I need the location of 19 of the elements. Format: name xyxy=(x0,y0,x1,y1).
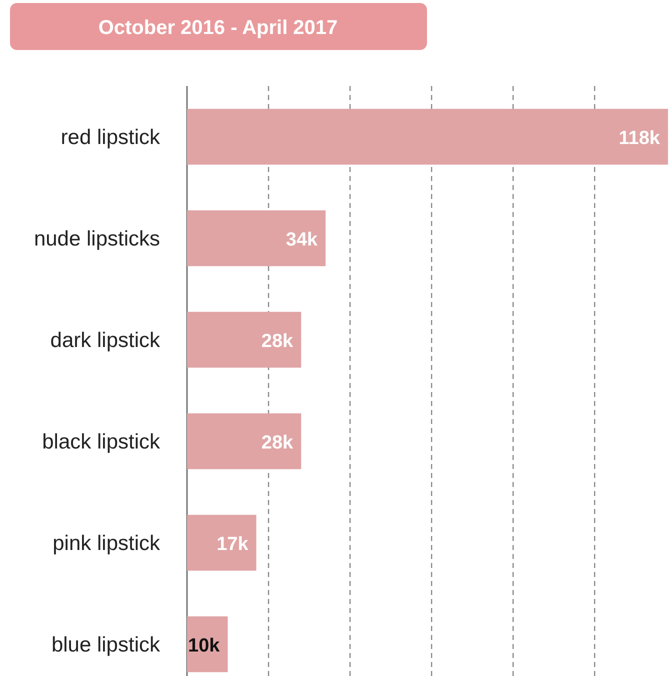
y-tick-label: nude lipsticks xyxy=(34,227,160,250)
y-tick-label: pink lipstick xyxy=(52,532,160,555)
data-label: 28k xyxy=(261,432,294,454)
data-label: 17k xyxy=(216,534,249,555)
y-tick-label: red lipstick xyxy=(60,126,160,149)
bar xyxy=(187,108,668,165)
bar xyxy=(187,413,302,470)
chart-title: October 2016 - April 2017 xyxy=(98,17,338,39)
bar xyxy=(187,210,326,266)
y-tick-label: dark lipstick xyxy=(50,328,160,352)
data-label: 28k xyxy=(261,330,294,352)
data-label: 10k xyxy=(188,635,220,656)
y-tick-label: black lipstick xyxy=(42,430,160,454)
y-tick-label: blue lipstick xyxy=(51,633,160,656)
bar xyxy=(187,616,228,672)
data-label: 118k xyxy=(618,128,660,149)
bar xyxy=(187,312,302,368)
data-label: 34k xyxy=(286,229,318,250)
bar xyxy=(187,514,256,571)
